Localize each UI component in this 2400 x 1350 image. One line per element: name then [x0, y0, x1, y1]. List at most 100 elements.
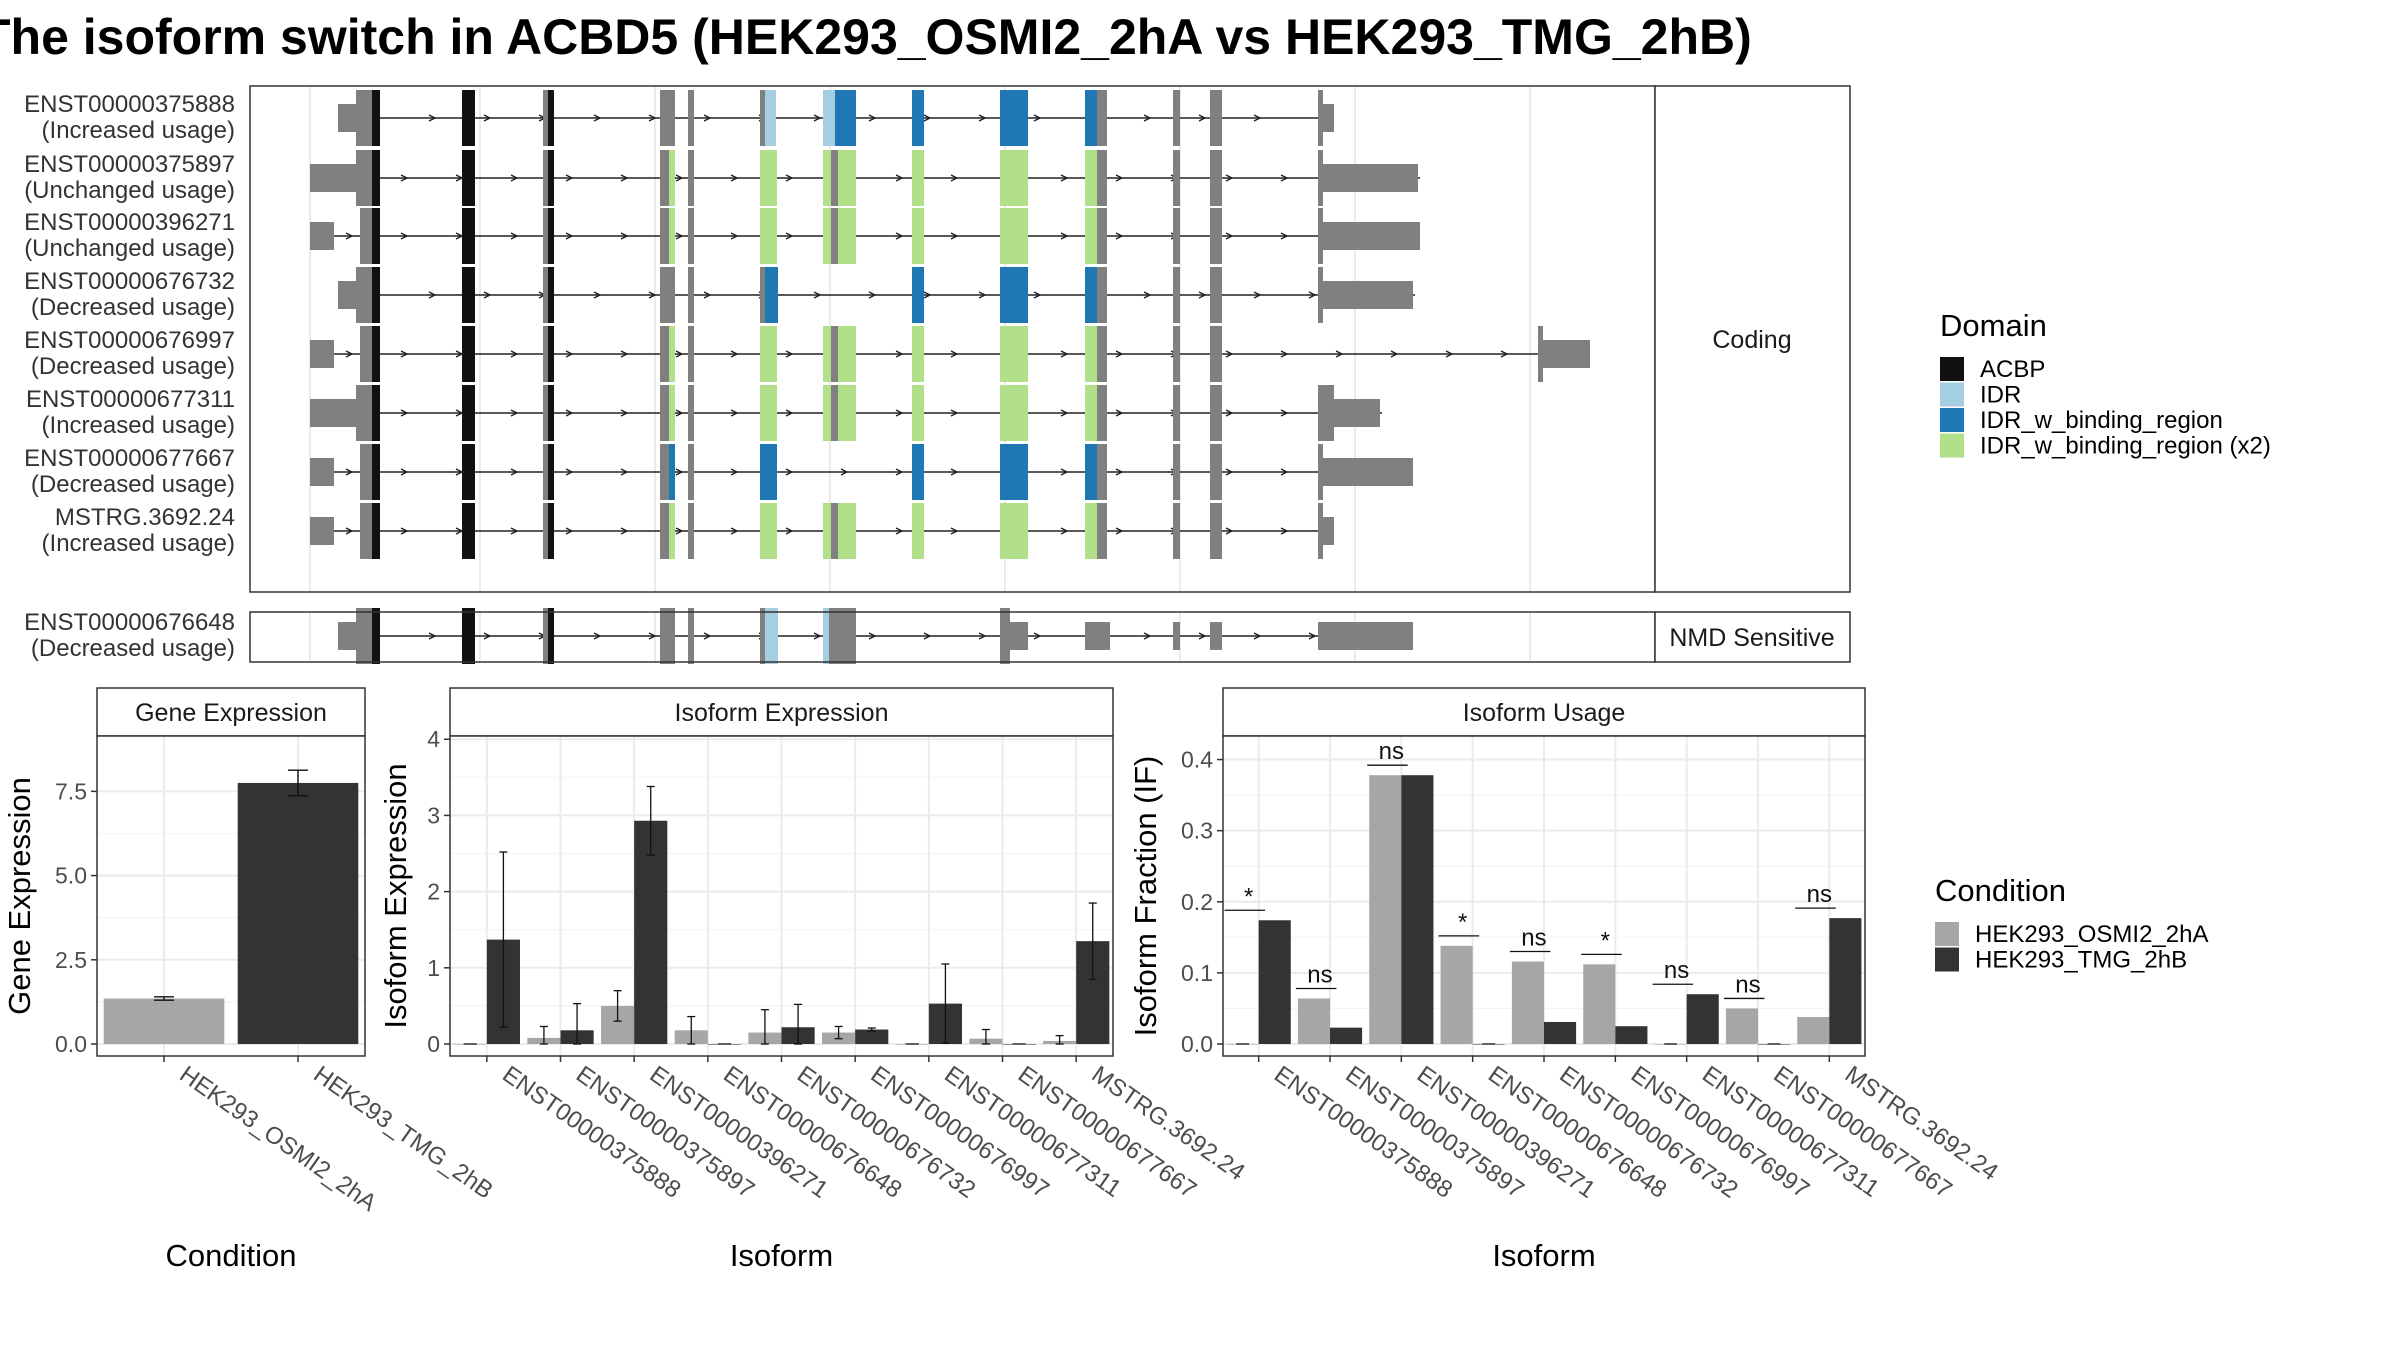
domain-legend-title: Domain: [1940, 308, 2047, 343]
panel-gene-expression: Gene Expression0.02.55.07.5HEK293_OSMI2_…: [2, 687, 498, 1273]
direction-arrow: [785, 468, 794, 476]
direction-arrow: [895, 350, 904, 358]
domain-idr-w-binding-region: [765, 267, 778, 323]
transcript-usage-label: (Decreased usage): [31, 353, 235, 380]
domain-idr-w-binding-region-x2-: [823, 385, 831, 441]
direction-arrow: [345, 527, 354, 535]
direction-arrow: [648, 114, 657, 122]
domain-acbp: [372, 208, 380, 264]
y-tick-label: 0.4: [1181, 747, 1213, 773]
direction-arrow: [1308, 632, 1317, 640]
exon-block: [1318, 385, 1334, 441]
exon-block: [1010, 622, 1028, 650]
domain-idr-w-binding-region-x2-: [1085, 503, 1097, 559]
transcript-usage-label: (Increased usage): [42, 412, 235, 439]
domain-idr-w-binding-region: [1085, 267, 1097, 323]
exon-block: [360, 503, 372, 559]
bar-HEK293_TMG_2hB: [1615, 1026, 1648, 1044]
transcript-usage-label: (Increased usage): [42, 117, 235, 144]
domain-acbp: [548, 326, 554, 382]
exon-block: [356, 267, 372, 323]
exon-block: [1097, 444, 1107, 500]
direction-arrow: [1115, 409, 1124, 417]
direction-arrow: [1253, 291, 1262, 299]
exon-block: [543, 503, 548, 559]
transcript-ENST00000676997: [310, 326, 1590, 382]
direction-arrow: [1060, 350, 1069, 358]
direction-arrow: [1280, 350, 1289, 358]
exon-block: [660, 267, 675, 323]
direction-arrow: [593, 632, 602, 640]
panel-border: [96, 735, 366, 1057]
domain-acbp: [372, 90, 380, 146]
direction-arrow: [400, 350, 409, 358]
direction-arrow: [675, 527, 684, 535]
exon-block: [1210, 385, 1222, 441]
condition-key: [1935, 922, 1959, 946]
exon-block: [1097, 326, 1107, 382]
transcript-ENST00000677667: [310, 444, 1413, 500]
exon-block: [543, 90, 548, 146]
y-tick-label: 0.0: [55, 1031, 87, 1057]
transcript-id-label: MSTRG.3692.24: [55, 504, 235, 531]
significance-label: ns: [1379, 738, 1404, 765]
domain-idr: [823, 90, 835, 146]
direction-arrow: [950, 232, 959, 240]
domain-idr-w-binding-region-x2-: [912, 326, 924, 382]
direction-arrow: [1225, 232, 1234, 240]
domain-idr-w-binding-region-x2-: [669, 208, 675, 264]
direction-arrow: [1280, 232, 1289, 240]
domain-idr-w-binding-region-x2-: [823, 150, 831, 206]
bar-HEK293_TMG_2hB: [855, 1029, 889, 1044]
domain-idr: [823, 608, 829, 664]
direction-arrow: [620, 232, 629, 240]
nmd-strip-label: NMD Sensitive: [1669, 624, 1834, 652]
domain-idr-w-binding-region-x2-: [838, 208, 856, 264]
domain-idr-w-binding-region-x2-: [912, 385, 924, 441]
panel-strip-label: Isoform Usage: [1463, 699, 1626, 727]
direction-arrow: [868, 114, 877, 122]
domain-acbp: [372, 267, 380, 323]
direction-arrow: [565, 527, 574, 535]
domain-idr-w-binding-region: [760, 444, 777, 500]
exon-block: [1173, 326, 1180, 382]
direction-arrow: [1500, 350, 1509, 358]
direction-arrow: [565, 350, 574, 358]
domain-acbp: [372, 444, 380, 500]
direction-arrow: [565, 232, 574, 240]
exon-block: [310, 517, 334, 545]
exon-block: [688, 326, 694, 382]
domain-acbp: [548, 267, 554, 323]
domain-idr-w-binding-region-x2-: [838, 150, 856, 206]
bar: [103, 998, 225, 1044]
direction-arrow: [510, 232, 519, 240]
domain-idr-w-binding-region-x2-: [1085, 385, 1097, 441]
exon-block: [356, 608, 372, 664]
exon-block: [1210, 150, 1222, 206]
y-axis-title: Isoform Fraction (IF): [1128, 756, 1163, 1037]
exon-block: [543, 208, 548, 264]
exon-block: [1323, 104, 1334, 132]
exon-block: [1173, 90, 1180, 146]
direction-arrow: [950, 468, 959, 476]
direction-arrow: [1225, 527, 1234, 535]
direction-arrow: [1198, 632, 1207, 640]
y-tick-label: 0.1: [1181, 960, 1213, 986]
bar-panels: Gene Expression0.02.55.07.5HEK293_OSMI2_…: [2, 687, 2003, 1273]
exon-block: [1538, 326, 1543, 382]
domain-idr-w-binding-region-x2-: [823, 326, 831, 382]
direction-arrow: [400, 409, 409, 417]
domain-idr-w-binding-region: [912, 267, 924, 323]
exon-block: [360, 208, 372, 264]
direction-arrow: [785, 527, 794, 535]
exon-block: [1334, 399, 1380, 427]
direction-arrow: [483, 114, 492, 122]
exon-block: [831, 385, 838, 441]
legend-label: HEK293_OSMI2_2hA: [1975, 921, 2208, 948]
direction-arrow: [1033, 291, 1042, 299]
bar-HEK293_TMG_2hB: [1401, 775, 1434, 1044]
significance-label: *: [1601, 927, 1610, 954]
coding-strip: [1654, 85, 1851, 593]
direction-arrow: [895, 468, 904, 476]
direction-arrow: [950, 350, 959, 358]
